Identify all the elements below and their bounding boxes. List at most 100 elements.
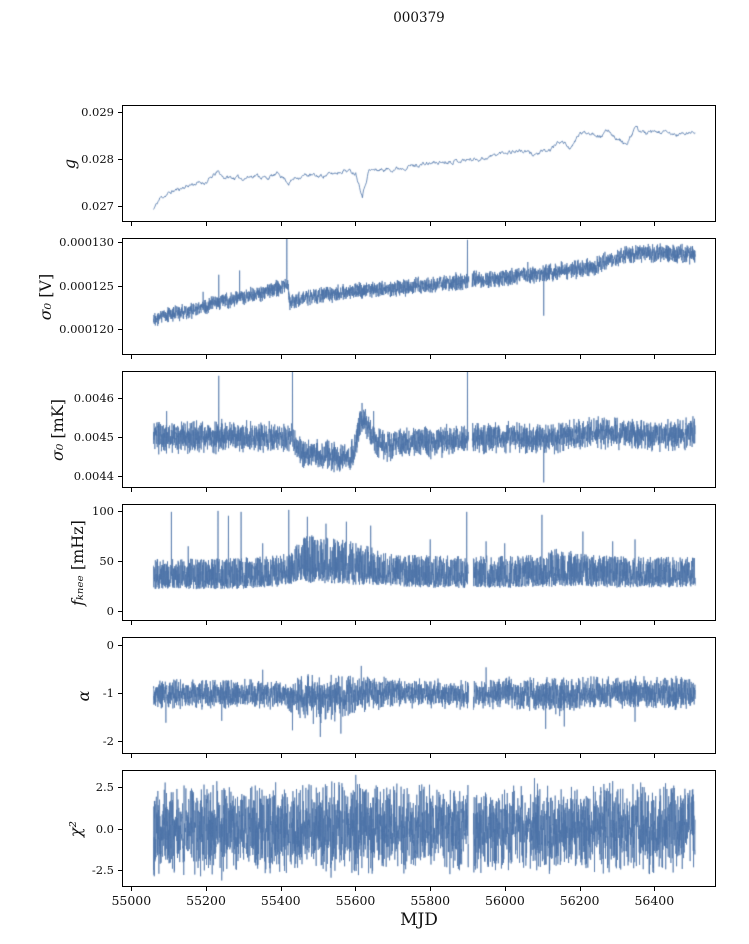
- x-tick-mark: [654, 355, 656, 359]
- subplot-panel: [122, 238, 716, 355]
- x-tick-mark: [579, 754, 581, 758]
- y-axis-label-unit: [mHz]: [68, 519, 87, 575]
- x-tick-label: 55600: [335, 893, 376, 908]
- plot-canvas: [123, 106, 715, 221]
- plot-canvas: [123, 771, 715, 886]
- y-axis-label-symbol: fₖₙₑₑ: [68, 574, 87, 606]
- y-tick-label: 0: [106, 638, 114, 653]
- y-tick-mark: [118, 693, 122, 695]
- y-tick-mark: [118, 787, 122, 789]
- x-tick-mark: [355, 754, 357, 758]
- x-tick-mark: [430, 222, 432, 226]
- x-tick-mark: [579, 222, 581, 226]
- x-tick-mark: [355, 488, 357, 492]
- x-tick-mark: [654, 754, 656, 758]
- x-tick-mark: [579, 621, 581, 625]
- y-tick-label: 0.0: [95, 821, 114, 836]
- y-tick-label: 0: [106, 604, 114, 618]
- x-tick-mark: [654, 488, 656, 492]
- x-tick-mark: [504, 621, 506, 625]
- y-tick-mark: [118, 511, 122, 512]
- y-axis-label-unit: [mK]: [48, 398, 67, 444]
- x-tick-mark: [206, 222, 208, 226]
- y-axis-label-symbol: g: [60, 158, 79, 169]
- x-tick-mark: [430, 754, 432, 758]
- x-tick-mark: [504, 355, 506, 359]
- x-tick-mark: [654, 621, 656, 625]
- y-tick-mark: [118, 645, 122, 647]
- y-axis-label-symbol: σ₀: [48, 443, 67, 461]
- x-tick-label: 56000: [485, 893, 525, 908]
- x-tick-mark: [280, 754, 282, 758]
- x-tick-mark: [430, 887, 432, 891]
- x-tick-mark: [355, 355, 357, 359]
- plot-canvas: [123, 505, 715, 620]
- y-tick-label: 50: [99, 554, 114, 568]
- x-tick-mark: [280, 621, 282, 625]
- x-tick-mark: [430, 488, 432, 492]
- y-tick-label: 0.000120: [59, 322, 114, 336]
- plot-canvas: [123, 638, 715, 753]
- subplot-panel: [122, 371, 716, 488]
- y-axis-label: χ²: [66, 744, 86, 914]
- x-tick-mark: [504, 488, 506, 492]
- x-tick-label: 55400: [260, 893, 301, 908]
- x-axis-label: MJD: [400, 910, 438, 930]
- y-axis-label-unit: [V]: [36, 273, 55, 303]
- x-tick-mark: [430, 621, 432, 625]
- x-tick-mark: [280, 887, 282, 891]
- y-tick-label: 0.0046: [73, 391, 114, 406]
- subplot-panel: [122, 637, 716, 754]
- y-axis-label-symbol: σ₀: [36, 302, 55, 320]
- y-tick-label: 0.027: [81, 198, 114, 213]
- y-axis-label: g: [60, 79, 80, 249]
- x-tick-label: 55000: [111, 893, 152, 908]
- x-tick-mark: [579, 488, 581, 492]
- y-tick-mark: [118, 476, 122, 478]
- x-tick-label: 56200: [559, 893, 600, 908]
- y-tick-mark: [118, 329, 122, 330]
- y-tick-label: 0.0045: [73, 430, 114, 445]
- x-tick-mark: [280, 222, 282, 226]
- x-tick-mark: [131, 621, 133, 625]
- y-tick-label: 0.0044: [73, 469, 114, 484]
- y-axis-label-symbol: χ²: [66, 820, 85, 837]
- x-tick-mark: [430, 355, 432, 359]
- y-tick-label: 0.029: [81, 105, 114, 120]
- x-tick-mark: [206, 488, 208, 492]
- y-axis-label-symbol: α: [74, 690, 93, 701]
- y-tick-mark: [118, 285, 122, 287]
- x-tick-mark: [131, 887, 133, 891]
- x-tick-mark: [579, 355, 581, 359]
- subplot-panel: [122, 770, 716, 887]
- y-tick-mark: [118, 741, 122, 743]
- y-tick-label: 0.000130: [59, 235, 114, 250]
- subplot-panel: [122, 504, 716, 621]
- subplot-panel: [122, 105, 716, 222]
- x-tick-mark: [280, 488, 282, 492]
- y-tick-mark: [118, 242, 122, 244]
- x-tick-mark: [504, 887, 506, 891]
- y-tick-label: -2.5: [91, 862, 114, 877]
- x-tick-mark: [131, 355, 133, 359]
- y-tick-mark: [118, 437, 122, 439]
- y-tick-mark: [118, 205, 122, 207]
- x-tick-mark: [654, 222, 656, 226]
- y-tick-label: -1: [102, 686, 114, 701]
- y-tick-label: 0.000125: [59, 278, 114, 293]
- x-tick-mark: [280, 355, 282, 359]
- y-tick-mark: [118, 158, 122, 160]
- y-tick-label: 0.028: [81, 151, 114, 166]
- x-tick-mark: [355, 621, 357, 625]
- x-tick-mark: [206, 355, 208, 359]
- y-axis-label: σ₀ [mK]: [48, 345, 68, 515]
- x-tick-mark: [131, 488, 133, 492]
- y-tick-mark: [118, 611, 122, 612]
- y-tick-mark: [118, 828, 122, 830]
- x-tick-mark: [504, 754, 506, 758]
- x-tick-mark: [355, 887, 357, 891]
- y-tick-mark: [118, 869, 122, 871]
- y-tick-label: -2: [102, 734, 114, 749]
- y-tick-mark: [118, 561, 122, 562]
- x-tick-mark: [131, 222, 133, 226]
